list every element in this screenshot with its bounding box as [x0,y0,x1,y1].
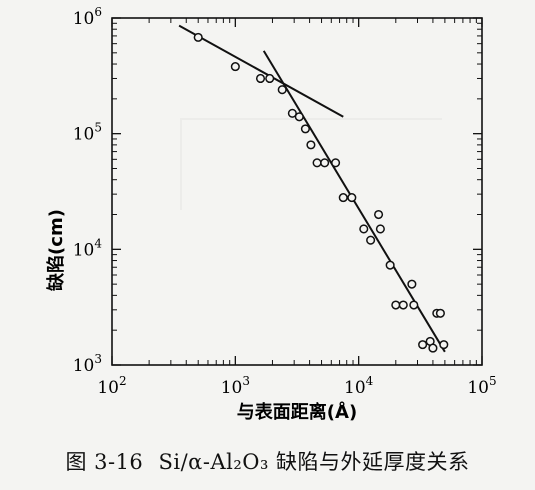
data-point [366,235,376,245]
data-point [255,73,266,84]
fit-line [178,24,344,118]
data-points [193,32,449,353]
data-point [391,300,401,310]
x-tick-label: 105 [467,374,496,398]
plot-border [111,17,483,366]
x-tick-label: 103 [221,374,250,398]
data-point [300,124,310,134]
data-point [320,158,330,168]
axis-ticks [111,17,483,366]
y-tick-label: 105 [73,121,102,145]
data-point [294,112,304,122]
data-point [398,300,408,310]
x-tick-label: 104 [344,374,374,398]
data-point [230,62,240,72]
caption-number: 图 3-16 [65,450,144,474]
x-axis-label: 与表面距离(Å) [237,400,357,423]
data-point [407,279,417,289]
data-point [338,193,348,203]
data-point [287,108,297,118]
data-point [359,224,369,234]
data-point [347,193,357,203]
data-point [428,343,438,353]
data-point [435,308,445,318]
data-point [331,158,341,168]
data-point [409,300,419,310]
caption-text: Si/α-Al₂O₃ 缺陷与外延厚度关系 [158,450,470,474]
data-point [375,224,385,234]
data-point [277,85,287,95]
data-point [439,340,449,350]
y-tick-label: 106 [73,5,102,29]
y-tick-label: 103 [73,352,102,376]
plot-frame [111,17,483,366]
figure-caption: 图 3-16 Si/α-Al₂O₃ 缺陷与外延厚度关系 [0,446,535,476]
y-tick-label: 104 [73,236,103,260]
data-point [374,209,384,220]
data-point [265,73,275,84]
y-axis-label: 缺陷(cm) [45,209,67,292]
data-point [306,140,316,150]
data-point [418,340,428,350]
data-point [193,32,203,42]
x-tick-label: 102 [97,374,126,398]
data-point [385,260,395,270]
data-point [312,158,322,168]
